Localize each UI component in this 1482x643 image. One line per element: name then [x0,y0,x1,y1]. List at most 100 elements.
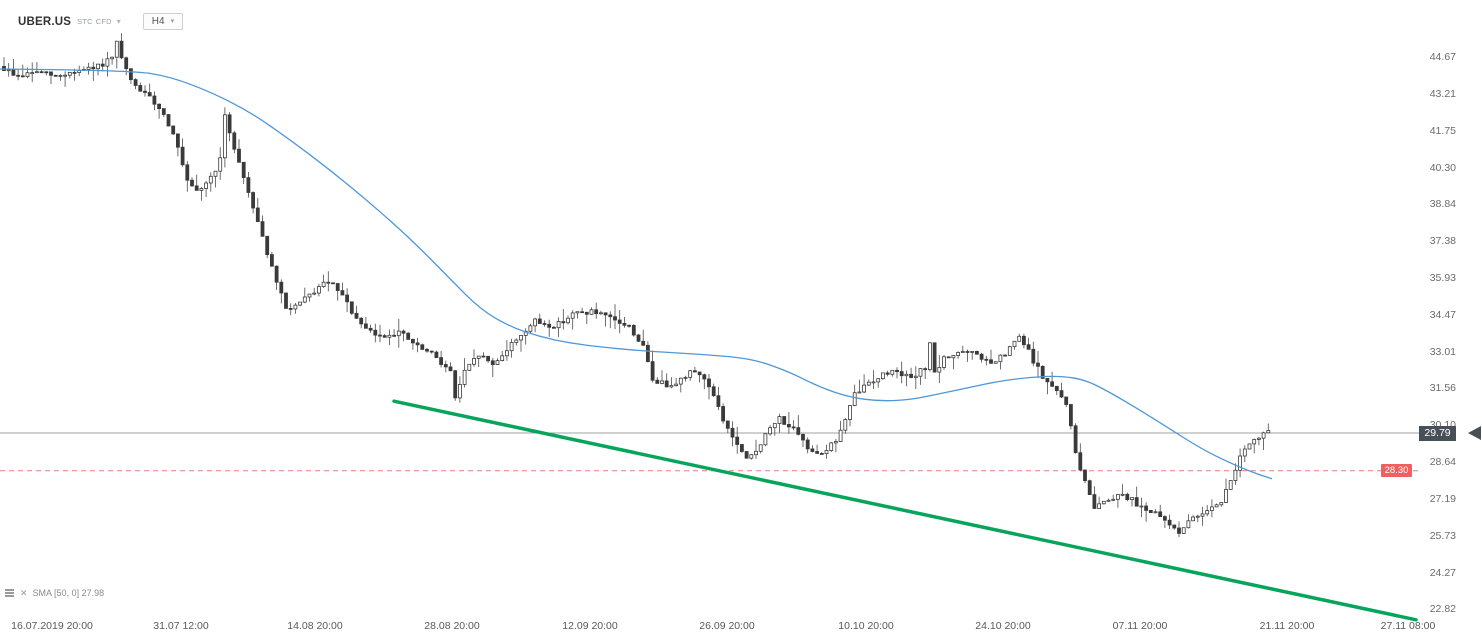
candle-body [617,319,622,324]
candle-body [500,355,505,361]
price-tick-label: 37.38 [1429,235,1456,248]
candle-body [697,371,702,376]
candle-body [1191,516,1195,522]
candle-body [467,363,472,371]
candle-body [1083,469,1087,482]
candle-body [316,286,321,294]
trendline[interactable] [392,399,1418,622]
candle-body [707,378,711,388]
candle-body [1092,494,1097,509]
candle-body [190,179,194,187]
candle-body [514,339,519,343]
candle-body [1106,499,1111,502]
candle-body [1130,497,1134,501]
candle-body [1073,425,1078,454]
candle-body [570,312,575,319]
candle-body [989,359,993,364]
candle-body [279,281,284,294]
candle-body [923,368,928,371]
time-tick-label: 24.10 20:00 [975,620,1031,632]
price-tick-label: 25.73 [1429,529,1456,542]
candle-body [326,281,331,284]
candle-body [269,254,274,267]
candle-body [241,161,246,179]
candle-body [768,427,772,435]
candle-body [1233,469,1238,481]
candle-body [293,304,298,310]
sma-line[interactable] [0,68,1273,480]
candle-body [105,58,110,67]
candles [2,33,1271,538]
candle-body [1012,340,1017,348]
candle-body [834,441,838,444]
candle-body [1069,404,1073,427]
candle-body [194,185,199,191]
candle-body [1040,365,1045,379]
candle-body [128,68,133,80]
time-tick-label: 26.09 20:00 [699,620,755,632]
candle-body [735,436,740,445]
candle-body [866,381,871,386]
candle-body [928,342,932,370]
candle-body [152,95,157,105]
candle-body [627,324,631,327]
candle-body [204,182,209,189]
candle-body [91,66,96,70]
chevron-down-icon[interactable]: ▾ [116,16,121,26]
candle-body [1064,396,1069,405]
time-tick-label: 31.07 12:00 [153,620,209,632]
candle-body [1257,437,1261,440]
indicator-remove-icon[interactable]: ✕ [20,587,28,598]
candle-body [20,75,25,78]
candle-body [608,314,613,318]
candle-body [838,429,843,442]
candle-body [998,354,1003,363]
candle-body [373,329,378,336]
timeframe-selector[interactable]: H4 ▾ [142,13,184,30]
candle-body [711,386,716,397]
candle-body [382,335,387,338]
candle-body [984,358,989,361]
alert-price-badge[interactable]: 28.30 [1381,464,1412,478]
candle-body [979,353,984,360]
candle-body [584,311,589,315]
candle-body [453,370,458,399]
indicator-list-icon[interactable] [4,588,15,598]
price-tick-label: 22.82 [1429,603,1456,616]
candle-body [1167,519,1172,526]
candle-body [119,40,124,59]
candle-body [688,370,693,378]
candle-body [114,40,119,58]
candle-body [810,448,815,452]
candle-body [1210,506,1214,511]
candle-body [443,364,448,368]
candle-body [392,334,397,337]
candle-body [161,108,166,115]
candle-body [1003,354,1007,357]
candle-body [805,439,810,450]
candle-body [899,371,904,377]
candle-body [39,71,44,74]
candle-body [857,391,862,394]
candle-body [1031,348,1036,364]
candle-body [749,454,754,459]
candle-body [801,433,805,441]
candle-body [218,157,223,172]
candle-body [16,74,21,77]
timeframe-chevron-icon: ▾ [170,18,175,25]
price-pointer-icon [1468,426,1481,440]
candle-body [222,114,227,159]
candle-body [787,423,791,428]
candle-body [1242,448,1247,457]
price-tick-label: 44.67 [1429,51,1456,64]
candle-body [885,372,890,375]
candle-body [53,74,58,77]
candle-body [312,292,317,295]
candle-body [1111,498,1116,501]
candle-body [1238,455,1242,471]
candle-body [664,380,669,388]
candle-body [472,357,476,365]
candle-body [716,395,721,407]
